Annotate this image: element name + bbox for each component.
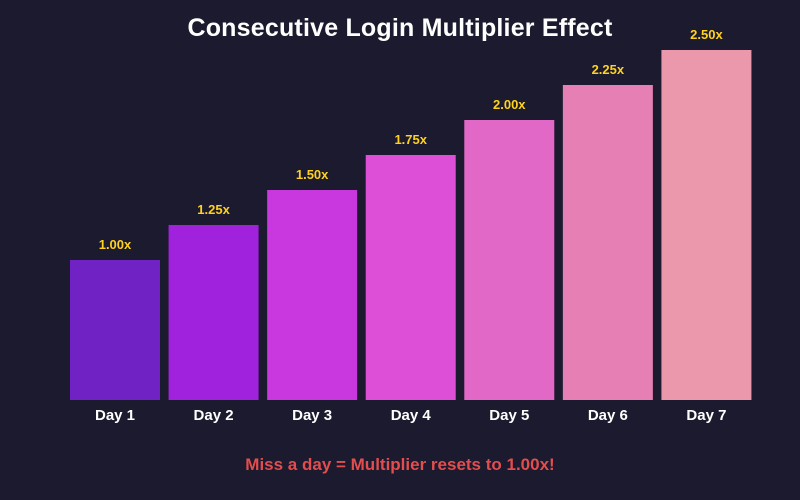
bar-day-4	[365, 155, 456, 400]
value-label-day-1: 1.00x	[99, 237, 132, 252]
x-tick-label-day-2: Day 2	[194, 407, 234, 424]
bar-day-2	[168, 225, 259, 400]
bar-day-5	[464, 120, 555, 400]
x-tick-label-day-3: Day 3	[292, 407, 332, 424]
x-tick-label-day-5: Day 5	[489, 407, 529, 424]
x-tick-label-day-6: Day 6	[588, 407, 628, 424]
x-tick-label-day-4: Day 4	[391, 407, 432, 424]
bar-day-7	[661, 50, 752, 400]
x-tick-label-day-7: Day 7	[686, 407, 726, 424]
bar-day-6	[562, 85, 653, 400]
reset-warning-annotation: Miss a day = Multiplier resets to 1.00x!	[245, 455, 555, 474]
value-label-day-2: 1.25x	[197, 202, 230, 217]
value-label-day-7: 2.50x	[690, 27, 723, 42]
value-labels-group: 1.00x 1.25x 1.50x 1.75x 2.00x 2.25x 2.50x	[99, 27, 724, 252]
value-label-day-6: 2.25x	[592, 62, 625, 77]
x-tick-labels-group: Day 1 Day 2 Day 3 Day 4 Day 5 Day 6 Day 7	[95, 407, 726, 424]
chart-title: Consecutive Login Multiplier Effect	[187, 14, 613, 42]
value-label-day-4: 1.75x	[394, 132, 427, 147]
value-label-day-5: 2.00x	[493, 97, 526, 112]
value-label-day-3: 1.50x	[296, 167, 329, 182]
bar-day-1	[70, 260, 160, 400]
bars-group	[70, 50, 752, 400]
x-tick-label-day-1: Day 1	[95, 407, 135, 424]
bar-day-3	[267, 190, 358, 400]
